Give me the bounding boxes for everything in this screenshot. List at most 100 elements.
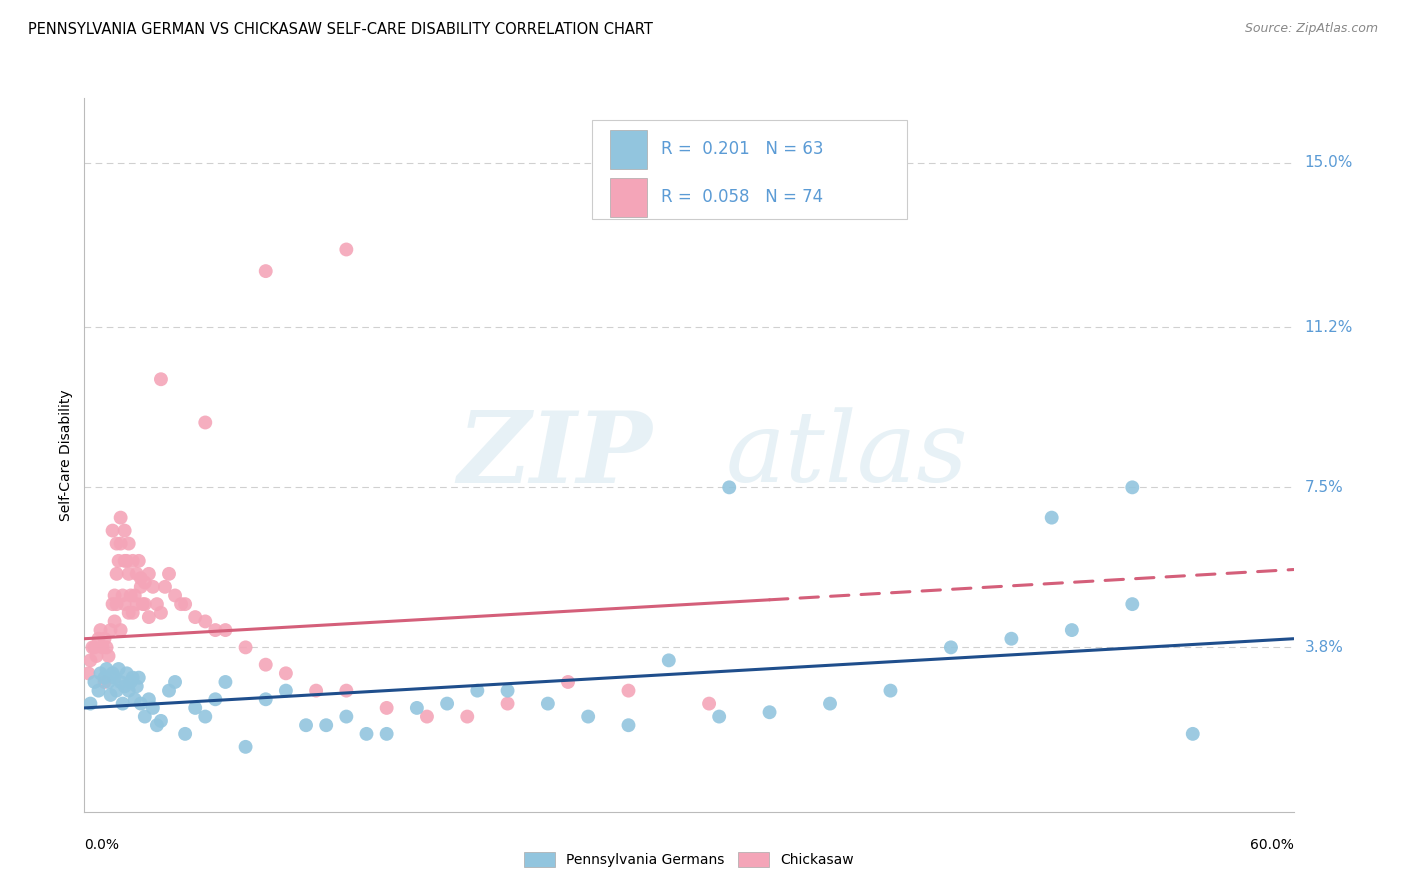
Point	[86, 648, 108, 663]
Point	[121, 554, 143, 568]
Point	[111, 697, 134, 711]
Point	[658, 653, 681, 667]
Point	[149, 714, 172, 728]
Text: ZIP: ZIP	[458, 407, 652, 503]
Point	[537, 697, 560, 711]
Point	[194, 615, 217, 629]
Point	[96, 640, 118, 655]
Point	[83, 640, 105, 655]
Point	[254, 657, 277, 672]
Point	[79, 653, 101, 667]
Point	[416, 709, 439, 723]
Point	[939, 640, 962, 655]
Point	[89, 666, 111, 681]
Point	[115, 666, 138, 681]
Point	[100, 688, 122, 702]
Point	[194, 709, 217, 723]
Point	[467, 683, 489, 698]
Point	[101, 597, 124, 611]
Point	[83, 675, 105, 690]
Point	[129, 697, 152, 711]
Point	[111, 589, 134, 603]
Point	[557, 675, 579, 690]
Point	[295, 718, 318, 732]
Point	[174, 727, 197, 741]
Point	[124, 692, 146, 706]
Point	[110, 675, 132, 690]
Text: R =  0.201   N = 63: R = 0.201 N = 63	[661, 141, 824, 159]
Point	[101, 666, 124, 681]
Point	[118, 606, 141, 620]
Point	[142, 701, 165, 715]
Point	[100, 623, 122, 637]
Point	[82, 640, 104, 655]
Point	[110, 536, 132, 550]
Point	[157, 566, 180, 581]
Point	[125, 679, 148, 693]
Point	[138, 566, 160, 581]
Point	[375, 727, 398, 741]
Point	[96, 662, 118, 676]
Point	[138, 692, 160, 706]
Point	[1121, 480, 1143, 494]
Point	[104, 589, 127, 603]
Point	[87, 632, 110, 646]
Point	[1181, 727, 1204, 741]
Point	[93, 671, 115, 685]
Text: 0.0%: 0.0%	[84, 838, 120, 853]
FancyBboxPatch shape	[592, 120, 907, 219]
Point	[879, 683, 901, 698]
Point	[118, 566, 141, 581]
Point	[128, 671, 150, 685]
Point	[315, 718, 337, 732]
Point	[124, 589, 146, 603]
Legend: Pennsylvania Germans, Chickasaw: Pennsylvania Germans, Chickasaw	[519, 847, 859, 872]
Point	[107, 662, 129, 676]
Point	[110, 623, 132, 637]
Text: Source: ZipAtlas.com: Source: ZipAtlas.com	[1244, 22, 1378, 36]
Point	[114, 597, 136, 611]
Point	[758, 705, 780, 719]
Point	[335, 683, 357, 698]
Point	[118, 536, 141, 550]
Point	[134, 575, 156, 590]
Point	[114, 554, 136, 568]
Point	[709, 709, 731, 723]
Point	[115, 554, 138, 568]
Point	[149, 606, 172, 620]
Point	[120, 675, 142, 690]
FancyBboxPatch shape	[610, 130, 647, 169]
Point	[436, 697, 458, 711]
Point	[496, 697, 519, 711]
Point	[105, 536, 128, 550]
Point	[104, 615, 127, 629]
Point	[235, 640, 257, 655]
Point	[120, 589, 142, 603]
Point	[153, 580, 176, 594]
Point	[93, 675, 115, 690]
Point	[97, 648, 120, 663]
Point	[274, 666, 297, 681]
Point	[79, 697, 101, 711]
Point	[132, 597, 155, 611]
Point	[456, 709, 478, 723]
Point	[107, 554, 129, 568]
Point	[114, 524, 136, 538]
Point	[356, 727, 378, 741]
Point	[174, 597, 197, 611]
Point	[1121, 597, 1143, 611]
Point	[254, 692, 277, 706]
Point	[1060, 623, 1083, 637]
Point	[121, 606, 143, 620]
Point	[125, 566, 148, 581]
Text: 60.0%: 60.0%	[1250, 838, 1294, 853]
Point	[496, 683, 519, 698]
Point	[165, 675, 187, 690]
Point	[204, 623, 226, 637]
Point	[91, 640, 114, 655]
Point	[214, 623, 236, 637]
Text: 3.8%: 3.8%	[1305, 640, 1344, 655]
Point	[718, 480, 741, 494]
Point	[101, 524, 124, 538]
Point	[165, 589, 187, 603]
